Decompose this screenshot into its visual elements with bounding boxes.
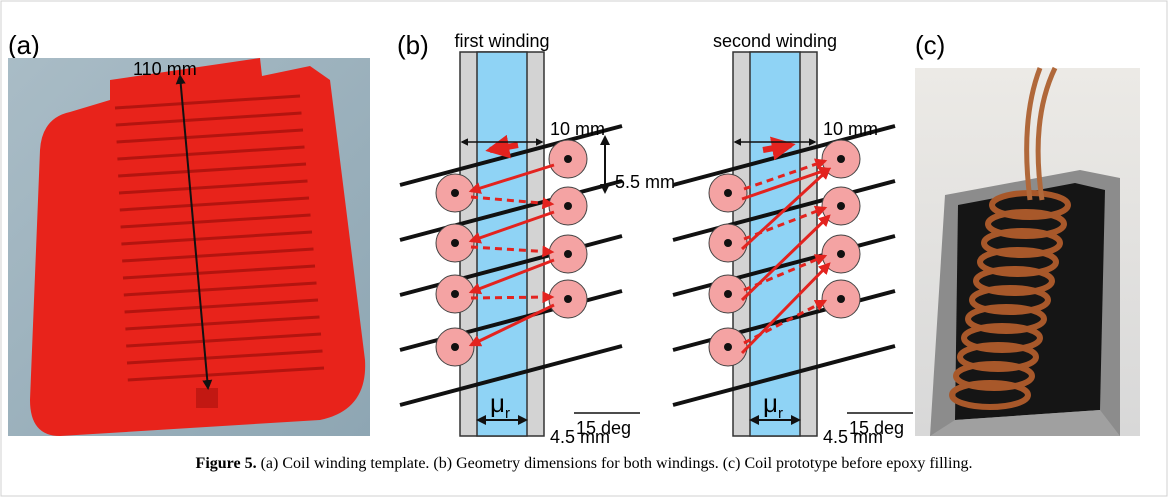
conductor-center <box>837 250 845 258</box>
width-label: 10 mm <box>550 119 605 139</box>
conductor-center <box>724 290 732 298</box>
conductor-center <box>451 290 459 298</box>
conductor-center <box>564 202 572 210</box>
conductor-center <box>837 155 845 163</box>
caption: Figure 5. (a) Coil winding template. (b)… <box>196 455 973 472</box>
conductor-center <box>724 239 732 247</box>
panel-label: (a) <box>8 30 40 60</box>
dimension-label: 110 mm <box>133 59 197 79</box>
conductor-center <box>564 295 572 303</box>
winding-title: second winding <box>713 31 837 51</box>
gap-label: 4.5 mm <box>550 427 610 447</box>
photo-template <box>8 58 370 436</box>
core-symbol: μ <box>763 388 778 418</box>
panel-label: (c) <box>915 30 945 60</box>
conductor-center <box>724 189 732 197</box>
conductor-center <box>724 343 732 351</box>
caption-text: (a) Coil winding template. (b) Geometry … <box>261 455 973 472</box>
caption-label: Figure 5. <box>196 455 257 472</box>
conductor-center <box>564 155 572 163</box>
panel-label: (b) <box>397 30 429 60</box>
conductor-center <box>451 189 459 197</box>
photo-prototype <box>915 68 1140 436</box>
core-symbol: μ <box>490 388 505 418</box>
conductor-center <box>451 343 459 351</box>
conductor-center <box>837 202 845 210</box>
gap-label: 4.5 mm <box>823 427 883 447</box>
winding-title: first winding <box>454 31 549 51</box>
conductor-center <box>451 239 459 247</box>
width-label: 10 mm <box>823 119 878 139</box>
figure: (a) 110 mm (b) first winding 10 mm 5.5 mm 1… <box>0 0 1168 497</box>
conductor-center <box>837 295 845 303</box>
pitch-label: 5.5 mm <box>615 172 675 192</box>
conductor-center <box>564 250 572 258</box>
